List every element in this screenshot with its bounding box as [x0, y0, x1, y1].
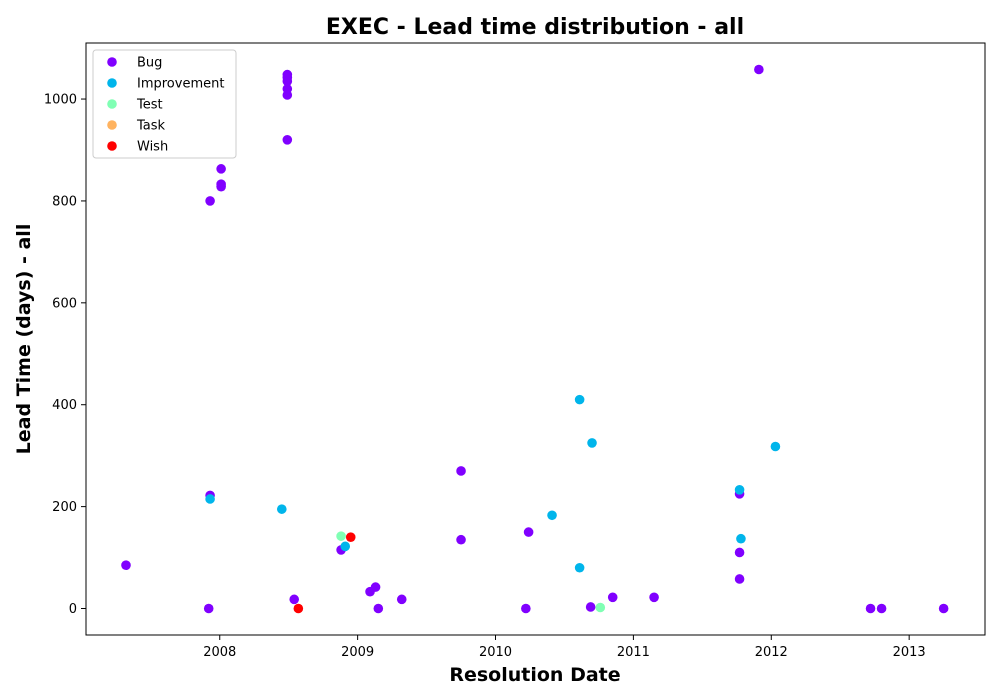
- data-point-improvement: [340, 541, 351, 552]
- data-point-bug: [216, 164, 226, 174]
- data-point-wish: [345, 532, 356, 542]
- data-point-bug: [734, 574, 745, 584]
- legend-marker-wish: [107, 141, 117, 151]
- data-point-bug: [456, 534, 466, 545]
- x-tick-label: 2010: [479, 645, 512, 660]
- legend-marker-bug: [107, 57, 117, 67]
- x-tick-label: 2011: [617, 645, 650, 660]
- data-point-bug: [205, 196, 215, 206]
- data-point-test: [336, 531, 346, 541]
- legend-label-improvement: Improvement: [137, 77, 224, 92]
- data-point-bug: [373, 603, 384, 614]
- x-tick-label: 2013: [893, 645, 926, 660]
- y-axis-label: Lead Time (days) - all: [13, 224, 35, 455]
- legend: Bug Improvement Test Task Wish: [92, 49, 237, 159]
- data-point-improvement: [547, 510, 557, 521]
- data-point-bug: [289, 594, 300, 605]
- legend-box: [92, 49, 237, 159]
- data-point-bug: [607, 592, 618, 603]
- y-tick-label: 1000: [44, 93, 77, 108]
- x-tick-label: 2008: [203, 645, 236, 660]
- x-tick-label: 2012: [755, 645, 788, 660]
- data-point-improvement: [276, 504, 287, 514]
- data-point-test: [595, 602, 606, 613]
- data-point-bug: [282, 76, 293, 87]
- data-point-bug: [938, 603, 949, 614]
- data-point-improvement: [736, 533, 746, 544]
- data-point-bug: [121, 560, 131, 571]
- y-tick-label: 800: [52, 194, 77, 209]
- data-point-bug: [585, 602, 596, 612]
- data-point-bug: [216, 181, 226, 192]
- data-point-improvement: [770, 441, 781, 452]
- x-axis-ticks: 2008 2009 2010 2011 2012 2013: [203, 635, 926, 660]
- data-point-bug: [523, 527, 534, 537]
- data-point-bug: [456, 466, 466, 476]
- data-point-bug: [876, 603, 887, 614]
- legend-label-test: Test: [136, 98, 163, 113]
- x-tick-label: 2009: [341, 645, 374, 660]
- x-axis-label: Resolution Date: [449, 664, 620, 686]
- data-point-bug: [282, 134, 293, 145]
- legend-marker-improvement: [107, 78, 117, 88]
- legend-label-task: Task: [136, 119, 166, 134]
- data-point-improvement: [734, 485, 745, 495]
- legend-label-bug: Bug: [137, 56, 162, 71]
- legend-label-wish: Wish: [137, 140, 168, 155]
- data-point-bug: [734, 547, 745, 558]
- y-tick-label: 400: [52, 398, 77, 413]
- data-point-bug: [754, 64, 764, 75]
- data-point-improvement: [205, 494, 215, 504]
- data-point-bug: [282, 90, 293, 100]
- data-point-bug: [649, 592, 659, 603]
- data-point-bug: [521, 603, 531, 614]
- data-point-bug: [865, 603, 876, 614]
- data-point-bug: [396, 594, 407, 605]
- y-tick-label: 200: [52, 500, 77, 515]
- data-points: [121, 64, 949, 614]
- legend-marker-task: [107, 120, 117, 130]
- legend-marker-test: [107, 99, 117, 109]
- data-point-bug: [203, 603, 214, 614]
- data-point-bug: [370, 582, 381, 592]
- chart-title: EXEC - Lead time distribution - all: [326, 15, 744, 40]
- plot-area-frame: [85, 42, 986, 636]
- data-point-wish: [293, 603, 304, 614]
- data-point-improvement: [587, 438, 597, 448]
- y-tick-label: 0: [69, 602, 77, 617]
- y-axis-ticks: 0 200 400 600 800 1000: [44, 93, 86, 617]
- data-point-improvement: [574, 562, 585, 573]
- data-point-improvement: [574, 394, 585, 405]
- y-tick-label: 600: [52, 296, 77, 311]
